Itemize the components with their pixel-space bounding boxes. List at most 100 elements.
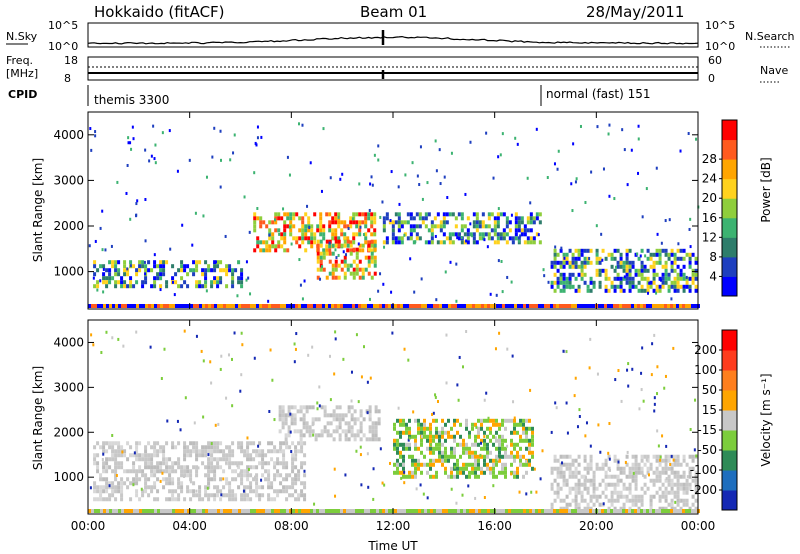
range-gate-cell <box>508 236 512 241</box>
range-gate-cell <box>667 288 671 293</box>
range-gate-cell <box>583 272 587 277</box>
range-gate-cell <box>498 422 501 427</box>
range-gate-cell <box>278 429 282 434</box>
range-gate-cell <box>219 449 223 454</box>
range-gate-cell <box>204 465 208 470</box>
range-gate-cell <box>495 454 498 459</box>
range-gate-cell <box>478 509 481 513</box>
range-gate-cell <box>343 304 346 308</box>
range-gate-cell <box>156 477 160 482</box>
range-gate-cell <box>673 268 677 273</box>
range-gate-cell <box>237 485 241 490</box>
range-gate-cell <box>573 394 576 398</box>
range-gate-cell <box>243 195 246 199</box>
range-gate-cell <box>264 453 268 458</box>
range-gate-cell <box>358 275 362 280</box>
range-gate-cell <box>335 405 339 410</box>
range-gate-cell <box>435 434 438 439</box>
range-gate-cell <box>159 445 163 450</box>
range-gate-cell <box>337 220 341 225</box>
range-gate-cell <box>412 224 416 229</box>
range-gate-cell <box>225 493 229 498</box>
range-gate-cell <box>301 216 305 221</box>
range-gate-cell <box>280 509 283 513</box>
range-gate-cell <box>634 494 638 499</box>
range-gate-cell <box>577 264 581 269</box>
range-gate-cell <box>637 256 641 261</box>
range-gate-cell <box>685 509 688 513</box>
range-gate-cell <box>138 465 142 470</box>
range-gate-cell <box>493 232 497 237</box>
range-gate-cell <box>331 267 335 272</box>
range-gate-cell <box>510 430 513 435</box>
range-gate-cell <box>453 462 456 467</box>
range-gate-cell <box>694 498 698 503</box>
range-gate-cell <box>216 284 220 289</box>
range-gate-cell <box>213 465 217 470</box>
range-gate-cell <box>578 414 581 418</box>
range-gate-cell <box>320 189 323 193</box>
range-gate-cell <box>559 272 563 277</box>
range-gate-cell <box>231 280 235 285</box>
range-gate-cell <box>667 454 671 459</box>
range-gate-cell <box>341 413 345 418</box>
range-gate-cell <box>347 409 351 414</box>
range-gate-cell <box>652 268 656 273</box>
range-gate-cell <box>685 280 689 285</box>
range-gate-cell <box>144 148 147 152</box>
range-gate-cell <box>450 426 453 431</box>
range-gate-cell <box>211 509 214 513</box>
range-gate-cell <box>688 288 692 293</box>
range-gate-cell <box>430 224 434 229</box>
range-gate-cell <box>334 267 338 272</box>
range-gate-cell <box>371 425 375 430</box>
range-gate-cell <box>555 406 558 410</box>
range-gate-cell <box>562 260 566 265</box>
colorbar-tick-label: 50 <box>702 383 717 397</box>
range-gate-cell <box>694 509 697 513</box>
range-gate-cell <box>334 239 338 244</box>
range-gate-cell <box>325 275 329 280</box>
range-gate-cell <box>265 248 269 253</box>
range-gate-cell <box>379 272 382 276</box>
range-gate-cell <box>689 217 692 221</box>
range-gate-cell <box>370 224 374 229</box>
range-gate-cell <box>374 405 378 410</box>
range-gate-cell <box>281 409 285 414</box>
range-gate-cell <box>472 212 476 217</box>
range-gate-cell <box>655 458 659 463</box>
range-gate-cell <box>625 252 629 257</box>
range-gate-cell <box>207 465 211 470</box>
range-gate-cell <box>664 470 668 475</box>
range-gate-cell <box>613 284 617 289</box>
range-gate-cell <box>385 216 389 221</box>
range-gate-cell <box>505 304 508 308</box>
range-gate-cell <box>619 280 623 285</box>
range-gate-cell <box>162 445 166 450</box>
range-gate-cell <box>334 263 338 268</box>
range-gate-cell <box>94 509 97 513</box>
y-tick-label: 2000 <box>53 425 84 439</box>
range-gate-cell <box>649 304 652 308</box>
range-gate-cell <box>519 438 522 443</box>
range-gate-cell <box>344 437 348 442</box>
range-gate-cell <box>377 144 380 148</box>
range-gate-cell <box>438 454 441 459</box>
range-gate-cell <box>432 434 435 439</box>
range-gate-cell <box>255 473 259 478</box>
range-gate-cell <box>169 509 172 513</box>
range-gate-cell <box>286 509 289 513</box>
range-gate-cell <box>679 268 683 273</box>
range-gate-cell <box>230 357 233 361</box>
range-gate-cell <box>294 449 298 454</box>
range-gate-cell <box>225 272 229 277</box>
range-gate-cell <box>695 137 698 141</box>
range-gate-cell <box>246 465 250 470</box>
range-gate-cell <box>586 284 590 289</box>
range-gate-cell <box>517 236 521 241</box>
range-gate-cell <box>373 212 377 217</box>
range-gate-cell <box>495 418 498 423</box>
range-gate-cell <box>496 509 499 513</box>
range-gate-cell <box>371 433 375 438</box>
range-gate-cell <box>234 497 238 502</box>
